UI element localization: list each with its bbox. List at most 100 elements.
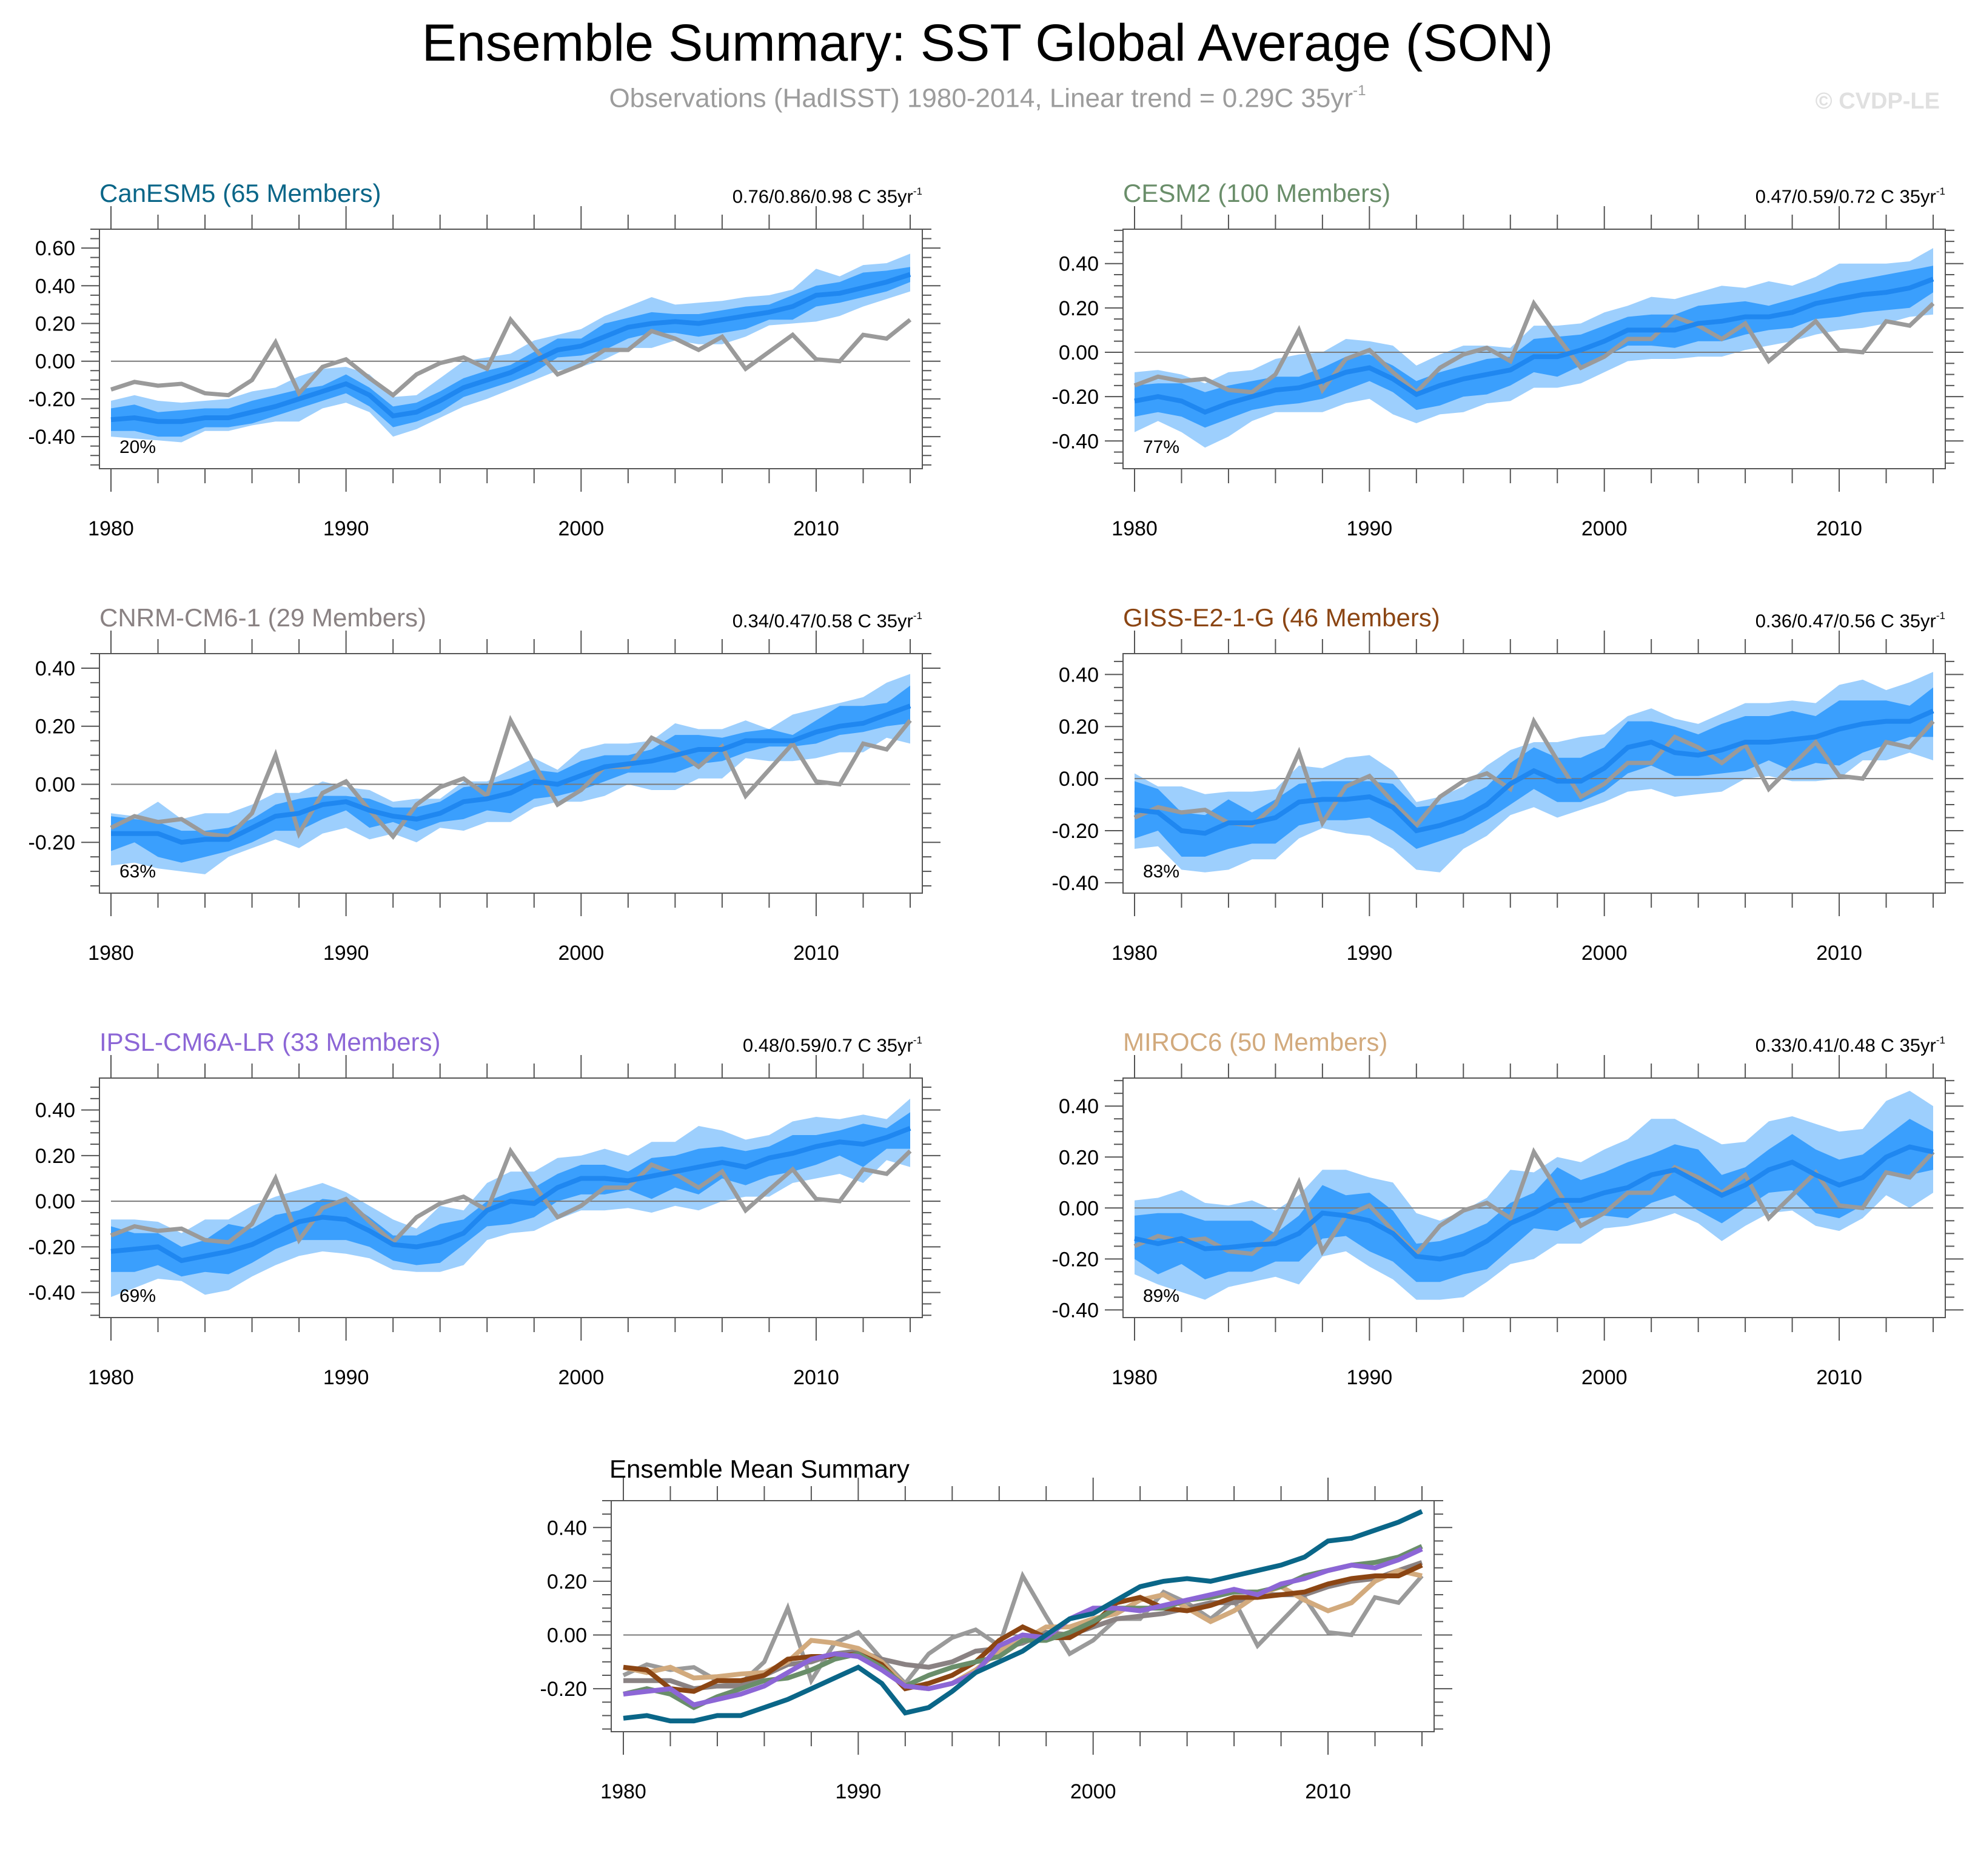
- ensemble-mean-line: [111, 703, 911, 845]
- observations-line: [110, 715, 912, 840]
- x-tick-label: 2000: [558, 1366, 604, 1389]
- x-tick-label: 2010: [793, 517, 839, 540]
- y-tick-label: 0.20: [1059, 297, 1099, 320]
- observations-line: [1133, 716, 1935, 829]
- plot-frame: [99, 1077, 923, 1318]
- panel-ipsl-cm6a-lr: IPSL-CM6A-LR (33 Members) 1980 1990 2000 201…: [29, 1028, 941, 1389]
- panel-title: GISS-E2-1-G (46 Members): [1123, 603, 1440, 632]
- y-tick-label: 0.00: [1059, 768, 1099, 791]
- trend-value: 0.47/0.59/0.72 C 35yr: [1755, 186, 1936, 207]
- inner-spread-band: [1135, 1119, 1933, 1282]
- x-tick-label: 1990: [323, 942, 369, 965]
- panel-cesm2: CESM2 (100 Members) 1980 1990 2000 2010 0.40 0…: [1052, 179, 1963, 540]
- series-line-giss-e2-1-g: [623, 1563, 1423, 1694]
- y-tick-label: -0.20: [29, 831, 76, 854]
- panel-giss-e2-1-g: GISS-E2-1-G (46 Members) 1980 1990 2000 2010…: [1052, 603, 1963, 965]
- ensemble-mean-line: [1134, 1144, 1934, 1262]
- trend-superscript: -1: [913, 186, 922, 197]
- y-tick-label: 0.20: [35, 313, 75, 336]
- panel-title: CNRM-CM6-1 (29 Members): [99, 603, 426, 632]
- inner-spread-band: [111, 685, 910, 863]
- x-tick-label: 1980: [88, 942, 134, 965]
- y-tick-label: 0.40: [35, 657, 75, 680]
- panel-miroc6: MIROC6 (50 Members) 1980 1990 2000 2010 0.40 0…: [1052, 1028, 1963, 1389]
- x-tick-label: 1980: [88, 517, 134, 540]
- y-tick-label: -0.40: [1052, 872, 1099, 895]
- y-tick-label: 0.20: [35, 715, 75, 739]
- trend-superscript: -1: [913, 610, 922, 621]
- x-tick-label: 1990: [836, 1780, 882, 1803]
- trend-value: 0.36/0.47/0.56 C 35yr: [1755, 610, 1936, 632]
- trend-value: 0.76/0.86/0.98 C 35yr: [732, 186, 913, 207]
- y-tick-label: -0.20: [1052, 820, 1099, 843]
- y-tick-label: 0.40: [1059, 663, 1099, 686]
- series-line-ipsl-cm6a-lr: [623, 1547, 1423, 1707]
- y-tick-label: 0.00: [1059, 341, 1099, 364]
- x-tick-label: 1990: [1347, 942, 1393, 965]
- percent-label: 83%: [1143, 862, 1179, 882]
- x-tick-label: 2000: [558, 942, 604, 965]
- y-tick-label: -0.20: [29, 1236, 76, 1259]
- subtitle-superscript: -1: [1353, 82, 1366, 99]
- y-tick-label: 0.40: [35, 1099, 75, 1122]
- panel-title: CanESM5 (65 Members): [99, 179, 381, 207]
- y-tick-label: 0.40: [1059, 1095, 1099, 1118]
- trend-label: 0.36/0.47/0.56 C 35yr-1: [1755, 610, 1945, 632]
- trend-value: 0.33/0.41/0.48 C 35yr: [1755, 1034, 1936, 1056]
- ensemble-mean-line: [1134, 708, 1934, 836]
- main-title: Ensemble Summary: SST Global Average (SO…: [421, 14, 1554, 72]
- panel-title: MIROC6 (50 Members): [1123, 1028, 1387, 1056]
- subtitle-text: Observations (HadISST) 1980-2014, Linear…: [609, 83, 1353, 113]
- x-tick-label: 1980: [88, 1366, 134, 1389]
- trend-value: 0.34/0.47/0.58 C 35yr: [732, 610, 913, 632]
- observations-line: [1133, 299, 1935, 395]
- panel-cnrm-cm6-1: CNRM-CM6-1 (29 Members) 1980 1990 2000 2010 0…: [29, 603, 941, 965]
- plot-frame: [611, 1500, 1435, 1732]
- panel-title: CESM2 (100 Members): [1123, 179, 1390, 207]
- trend-superscript: -1: [1936, 186, 1945, 197]
- x-tick-label: 2000: [1581, 942, 1628, 965]
- percent-label: 77%: [1143, 437, 1179, 457]
- inner-spread-band: [111, 1112, 910, 1277]
- y-tick-label: -0.40: [1052, 1299, 1099, 1322]
- y-tick-label: -0.20: [1052, 386, 1099, 409]
- trend-label: 0.33/0.41/0.48 C 35yr-1: [1755, 1034, 1945, 1057]
- x-tick-label: 1990: [1347, 517, 1393, 540]
- series-line-observations: [622, 1570, 1424, 1687]
- panel-title: Ensemble Mean Summary: [609, 1455, 910, 1483]
- subtitle: Observations (HadISST) 1980-2014, Linear…: [0, 82, 1975, 113]
- y-tick-label: 0.40: [547, 1516, 587, 1539]
- y-tick-label: -0.20: [1052, 1248, 1099, 1271]
- y-tick-label: 0.00: [1059, 1197, 1099, 1220]
- panel-ensemble-mean-summary: Ensemble Mean Summary 1980 1990 2000 2010 0.4…: [540, 1455, 1452, 1803]
- series-line-canesm5: [623, 1509, 1423, 1724]
- y-tick-label: 0.40: [1059, 253, 1099, 276]
- y-tick-label: 0.60: [35, 237, 75, 260]
- trend-value: 0.48/0.59/0.7 C 35yr: [742, 1034, 913, 1056]
- x-tick-label: 2000: [1581, 517, 1628, 540]
- y-tick-label: 0.20: [547, 1570, 587, 1593]
- x-tick-label: 1980: [1112, 1366, 1158, 1389]
- ensemble-mean-line: [110, 1126, 911, 1264]
- x-tick-label: 2010: [1305, 1780, 1351, 1803]
- y-tick-label: 0.40: [35, 275, 75, 298]
- y-tick-label: 0.00: [35, 773, 75, 796]
- y-tick-label: 0.00: [547, 1624, 587, 1647]
- trend-label: 0.47/0.59/0.72 C 35yr-1: [1755, 186, 1945, 208]
- trend-superscript: -1: [913, 1034, 922, 1046]
- panel-title: IPSL-CM6A-LR (33 Members): [99, 1028, 440, 1056]
- percent-label: 69%: [119, 1286, 156, 1306]
- x-tick-label: 1980: [1112, 517, 1158, 540]
- y-tick-label: 0.20: [1059, 1146, 1099, 1169]
- plot-frame: [1122, 653, 1946, 894]
- y-tick-label: 0.00: [35, 350, 75, 374]
- x-tick-label: 2000: [1070, 1780, 1116, 1803]
- ensemble-mean-line: [110, 272, 911, 424]
- x-tick-label: 1990: [323, 517, 369, 540]
- observations-line: [1133, 1147, 1935, 1258]
- percent-label: 63%: [119, 862, 156, 882]
- trend-superscript: -1: [1936, 610, 1945, 621]
- trend-label: 0.34/0.47/0.58 C 35yr-1: [733, 610, 922, 632]
- observations-line: [110, 315, 912, 398]
